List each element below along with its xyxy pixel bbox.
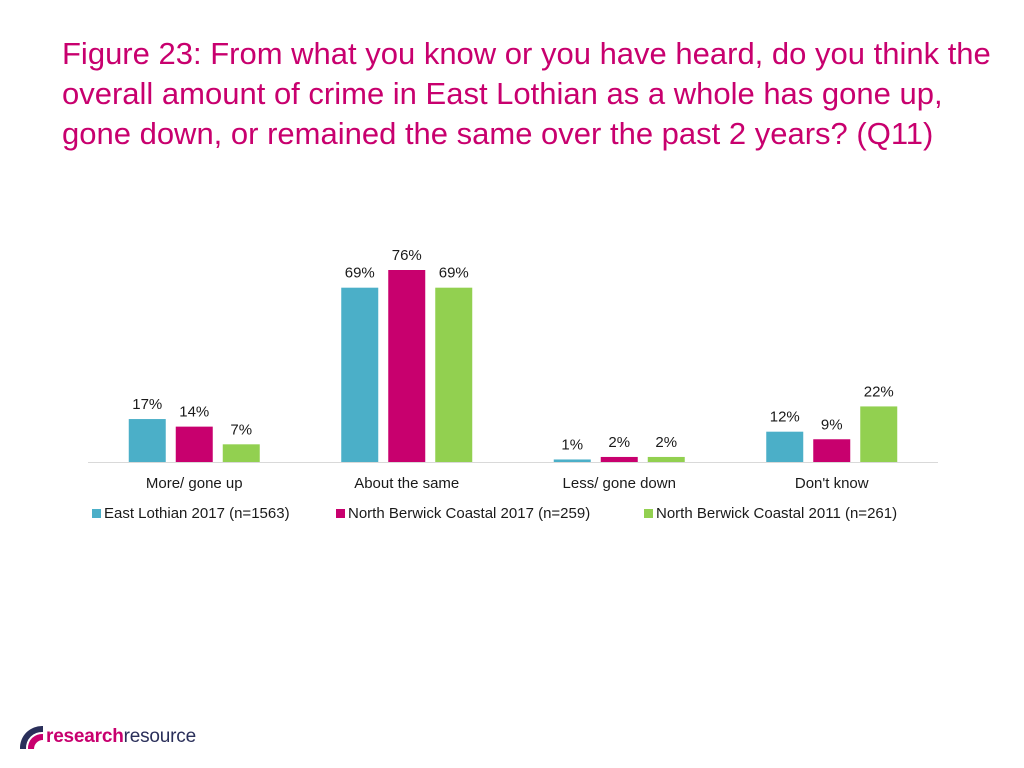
bar [813,439,851,462]
data-label: 1% [561,436,583,453]
bar-chart: 17% 14% 7% More/ gone up 69% 76% 69% About the … [88,247,938,522]
data-label: 2% [655,434,677,451]
logo-text-light: resource [123,726,197,747]
data-label: 69% [439,265,469,282]
data-label: 14% [179,404,209,421]
bar [341,287,379,462]
data-label: 12% [770,409,800,426]
bar [222,444,260,462]
data-label: 17% [132,396,162,413]
bar [435,287,473,462]
logo-text-bold: research [46,726,124,747]
legend-label: East Lothian 2017 (n=1563) [104,505,290,522]
bar [388,270,426,462]
research-resource-logo-icon [19,725,43,749]
bar [860,406,898,462]
legend-swatch [644,509,653,518]
legend-label: North Berwick Coastal 2011 (n=261) [656,505,897,522]
category-label: Less/ gone down [563,475,676,492]
category-label: Don't know [795,475,869,492]
category-label: More/ gone up [146,475,243,492]
data-label: 22% [864,383,894,400]
bar [553,459,591,462]
data-label: 7% [230,421,252,438]
logo-wordmark: researchresource [46,726,196,748]
chart-title: Figure 23: From what you know or you hav… [62,36,991,151]
legend-swatch [336,509,345,518]
category-label: About the same [354,475,459,492]
data-label: 2% [608,434,630,451]
bar [128,419,166,462]
research-resource-logo: researchresource [16,722,196,752]
data-label: 69% [345,265,375,282]
legend-label: North Berwick Coastal 2017 (n=259) [348,505,590,522]
bar [175,426,213,462]
bar [647,456,685,462]
legend-swatch [92,509,101,518]
bar [766,431,804,462]
data-label: 9% [821,416,843,433]
data-label: 76% [392,247,422,264]
bar [600,456,638,462]
